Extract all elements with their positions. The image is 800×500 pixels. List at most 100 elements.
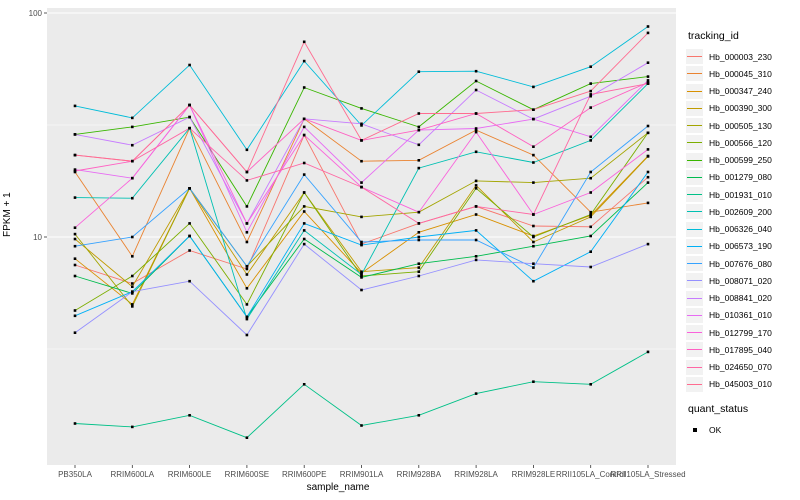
data-point (474, 205, 478, 208)
data-point (360, 107, 363, 110)
data-point (589, 213, 592, 216)
legend-label: Hb_008071_020 (709, 275, 772, 286)
data-point (360, 181, 363, 184)
legend-key-line-icon (686, 256, 703, 272)
legend-label: Hb_045003_010 (709, 379, 772, 390)
legend-item-Hb_000505_130: Hb_000505_130 (686, 117, 800, 134)
x-tick-label: RRIM928LE (512, 470, 556, 479)
data-point (417, 70, 421, 73)
legend-item-Hb_002609_200: Hb_002609_200 (686, 203, 800, 220)
data-point (360, 240, 363, 244)
data-point (417, 235, 421, 239)
data-point (589, 135, 592, 139)
legend-key-line-icon (686, 66, 703, 82)
data-point (245, 315, 249, 319)
legend-label: Hb_010361_010 (709, 310, 772, 321)
x-tick-label: RRIM928BA (397, 470, 442, 479)
data-point (417, 159, 421, 162)
data-point (131, 116, 134, 120)
legend-label: Hb_002609_200 (709, 206, 772, 217)
data-point (302, 40, 306, 44)
data-point (589, 215, 592, 219)
data-point (73, 169, 77, 173)
data-point (589, 191, 592, 194)
data-point (73, 196, 77, 199)
data-point (474, 187, 478, 190)
data-point (73, 153, 77, 157)
data-point (131, 282, 134, 285)
data-point (360, 288, 363, 292)
x-tick-label: RRIM600LE (168, 470, 212, 479)
data-point (474, 150, 478, 154)
data-point (73, 309, 77, 312)
data-point (646, 124, 650, 128)
legend-key-line-icon (686, 359, 703, 375)
data-point (646, 82, 650, 85)
data-point (474, 130, 478, 134)
legend-item-Hb_007676_080: Hb_007676_080 (686, 255, 800, 272)
data-point (589, 225, 592, 229)
data-point (646, 148, 650, 151)
legend: tracking_id Hb_000003_230 Hb_000045_310 Hb… (686, 30, 800, 438)
data-point (360, 215, 363, 219)
x-tick-label: RRIM600SE (225, 470, 269, 479)
data-point (245, 231, 249, 234)
data-point (188, 249, 191, 252)
data-point (417, 222, 421, 225)
legend-item-Hb_017895_040: Hb_017895_040 (686, 341, 800, 358)
data-point (417, 238, 421, 242)
data-point (131, 159, 134, 163)
data-point (131, 285, 134, 288)
data-point (589, 250, 592, 253)
data-point (417, 112, 421, 115)
data-point (245, 267, 249, 271)
legend-item-Hb_006573_190: Hb_006573_190 (686, 238, 800, 255)
legend-label: Hb_000566_120 (709, 137, 772, 148)
legend-item-Hb_008071_020: Hb_008071_020 (686, 272, 800, 289)
data-point (302, 117, 306, 121)
legend-item-Hb_000347_240: Hb_000347_240 (686, 83, 800, 100)
data-point (131, 255, 134, 258)
data-point (589, 383, 592, 386)
data-point (302, 173, 306, 176)
legend-item-list: Hb_000003_230 Hb_000045_310 Hb_000347_240 H… (686, 48, 800, 393)
legend-key-line-icon (686, 118, 703, 134)
data-point (131, 235, 134, 239)
data-point (302, 229, 306, 232)
data-point (73, 232, 77, 236)
x-tick-label: RRIM600PE (282, 470, 326, 479)
data-point (188, 115, 191, 119)
legend-key-line-icon (686, 152, 703, 168)
data-point (417, 210, 421, 214)
legend-key-line-icon (686, 342, 703, 358)
data-point (131, 290, 134, 293)
legend-key-line-icon (686, 307, 703, 323)
data-point (646, 79, 650, 82)
data-point (360, 274, 363, 278)
data-point (245, 436, 249, 439)
legend-label: Hb_017895_040 (709, 344, 772, 355)
data-point (532, 153, 535, 157)
legend-key-line-icon (686, 325, 703, 341)
data-point (474, 179, 478, 183)
data-point (131, 143, 134, 147)
legend-item-Hb_045003_010: Hb_045003_010 (686, 376, 800, 393)
data-point (188, 103, 191, 107)
legend-label: Hb_000003_230 (709, 51, 772, 62)
data-point (245, 179, 249, 182)
legend-label: Hb_001931_010 (709, 189, 772, 200)
data-point (474, 127, 478, 130)
legend-item-Hb_000003_230: Hb_000003_230 (686, 48, 800, 65)
legend-label: Hb_008841_020 (709, 293, 772, 304)
legend-item-Hb_001931_010: Hb_001931_010 (686, 186, 800, 203)
data-point (73, 168, 77, 171)
data-point (73, 274, 77, 278)
data-point (73, 331, 77, 334)
legend-label: Hb_000045_310 (709, 68, 772, 79)
x-tick-label: RRII105LA_Control (556, 470, 626, 479)
data-point (646, 350, 650, 354)
data-point (417, 231, 421, 234)
data-point (302, 205, 306, 208)
data-point (646, 61, 650, 64)
